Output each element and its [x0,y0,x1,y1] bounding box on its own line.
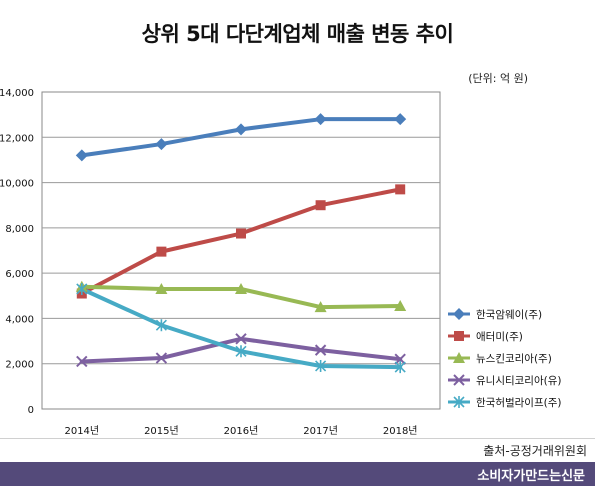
legend-label: 애터미(주) [476,331,523,343]
data-point [75,149,88,162]
data-point [314,344,327,356]
data-point [155,138,168,151]
y-tick-label: 14,000 [0,88,34,99]
data-point [76,282,88,295]
line-chart: 02,0004,0006,0008,00010,00012,00014,000 … [0,88,561,437]
data-point [394,299,407,311]
y-tick-label: 6,000 [5,269,34,280]
data-point [235,282,247,294]
data-point [394,361,406,374]
data-point [155,352,168,364]
x-tick-label: 2014년 [64,425,99,437]
legend-item: 한국허벌라이프(주) [448,396,561,409]
y-tick-label: 10,000 [0,179,34,190]
x-tick-label: 2017년 [303,425,338,437]
data-point [314,113,327,126]
data-point [155,282,168,294]
data-point [315,200,326,211]
x-tick-label: 2016년 [224,425,259,437]
data-point [235,345,247,358]
source-note: 출처-공정거래위원회 [483,444,587,458]
legend-item: 한국암웨이(주) [448,308,542,321]
data-point [394,113,407,126]
data-point [453,352,465,363]
footer-bar: 소비자가만드는신문 [0,462,595,486]
data-point [453,396,465,408]
divider [0,438,595,439]
legend-item: 애터미(주) [448,331,523,343]
data-point [314,301,327,313]
marker-stroke [314,344,327,356]
data-point [156,246,167,257]
y-tick-label: 8,000 [5,224,34,235]
data-point [235,333,247,345]
y-tick-label: 4,000 [5,314,34,325]
footer-brand: 소비자가만드는신문 [477,469,585,484]
data-point [453,308,465,320]
data-point [315,359,327,372]
data-point [453,374,465,386]
x-tick-label: 2015년 [144,425,179,437]
x-tick-label: 2018년 [383,425,418,437]
data-point [236,228,246,239]
y-tick-label: 0 [28,405,34,416]
data-point [454,331,464,341]
data-point [395,184,406,195]
marker-stroke [235,333,247,345]
data-point [155,319,167,332]
unit-note: (단위: 억 원) [468,72,528,85]
legend-label: 뉴스킨코리아(주) [476,353,552,365]
marker-stroke [76,355,88,368]
data-point [235,123,247,136]
chart-title: 상위 5대 다단계업체 매출 변동 추이 [141,22,454,46]
y-tick-label: 2,000 [5,360,34,371]
legend-label: 한국허벌라이프(주) [476,397,561,409]
marker-stroke [394,353,406,365]
legend-label: 한국암웨이(주) [476,309,542,321]
marker-stroke [155,352,168,364]
data-point [76,355,88,368]
marker-stroke [453,374,465,386]
legend-item: 뉴스킨코리아(주) [448,352,552,365]
legend-item: 유니시티코리아(유) [448,374,561,387]
y-tick-label: 12,000 [0,133,34,144]
data-point [394,353,406,365]
legend-label: 유니시티코리아(유) [476,375,561,387]
